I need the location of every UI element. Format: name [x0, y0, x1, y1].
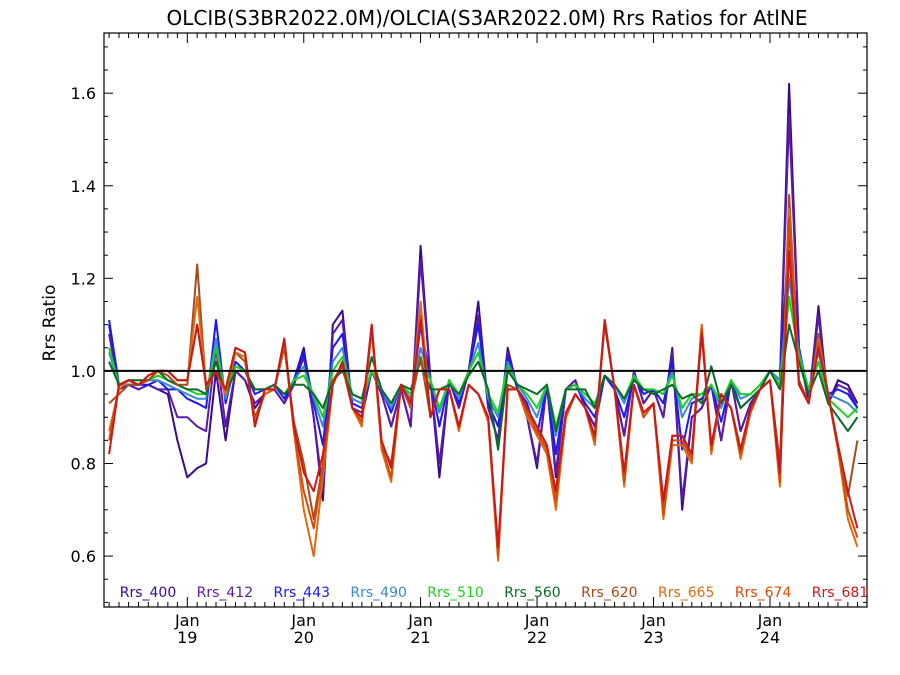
series-line-rrs-400 — [108, 82, 859, 511]
y-axis-label: Rrs Ratio — [40, 285, 60, 362]
x-tick-label-month: Jan — [407, 611, 433, 630]
chart-title: OLCIB(S3BR2022.0M)/OLCIA(S3AR2022.0M) Rr… — [167, 6, 808, 30]
legend-item: Rrs_510 — [427, 585, 484, 601]
series-group — [108, 82, 859, 562]
y-tick-label: 1.6 — [71, 84, 96, 103]
x-tick-label-year: 19 — [177, 628, 197, 647]
y-tick-label: 1.2 — [71, 269, 96, 288]
legend-item: Rrs_400 — [120, 585, 177, 601]
legend-item: Rrs_443 — [274, 585, 331, 601]
series-line-rrs-412 — [108, 115, 859, 502]
y-tick-label: 1.0 — [71, 362, 96, 381]
series-line-rrs-681 — [108, 249, 859, 548]
legend-item: Rrs_681 — [812, 585, 869, 601]
x-tick-label-month: Jan — [290, 611, 316, 630]
x-tick-label-year: 22 — [527, 628, 547, 647]
x-tick-label-year: 23 — [643, 628, 663, 647]
x-tick-label-year: 21 — [410, 628, 430, 647]
x-tick-label-month: Jan — [757, 611, 783, 630]
x-tick-label-month: Jan — [524, 611, 550, 630]
series-line-rrs-665 — [108, 207, 859, 562]
legend-item: Rrs_674 — [735, 585, 792, 601]
legend-item: Rrs_412 — [197, 585, 254, 601]
plot-frame — [103, 32, 868, 608]
x-tick-label-year: 20 — [294, 628, 314, 647]
y-tick-label: 1.4 — [71, 177, 96, 196]
x-tick-label-month: Jan — [640, 611, 666, 630]
plot-area: 0.60.81.01.21.41.6Jan19Jan20Jan21Jan22Ja… — [71, 33, 869, 647]
legend-item: Rrs_560 — [504, 585, 561, 601]
y-tick-label: 0.8 — [71, 455, 96, 474]
legend-item: Rrs_665 — [658, 585, 715, 601]
x-tick-label-year: 24 — [760, 628, 780, 647]
series-line-rrs-560 — [108, 323, 859, 451]
y-tick-label: 0.6 — [71, 547, 96, 566]
legend-item: Rrs_490 — [350, 585, 407, 601]
x-tick-label-month: Jan — [174, 611, 200, 630]
legend-item: Rrs_620 — [581, 585, 638, 601]
